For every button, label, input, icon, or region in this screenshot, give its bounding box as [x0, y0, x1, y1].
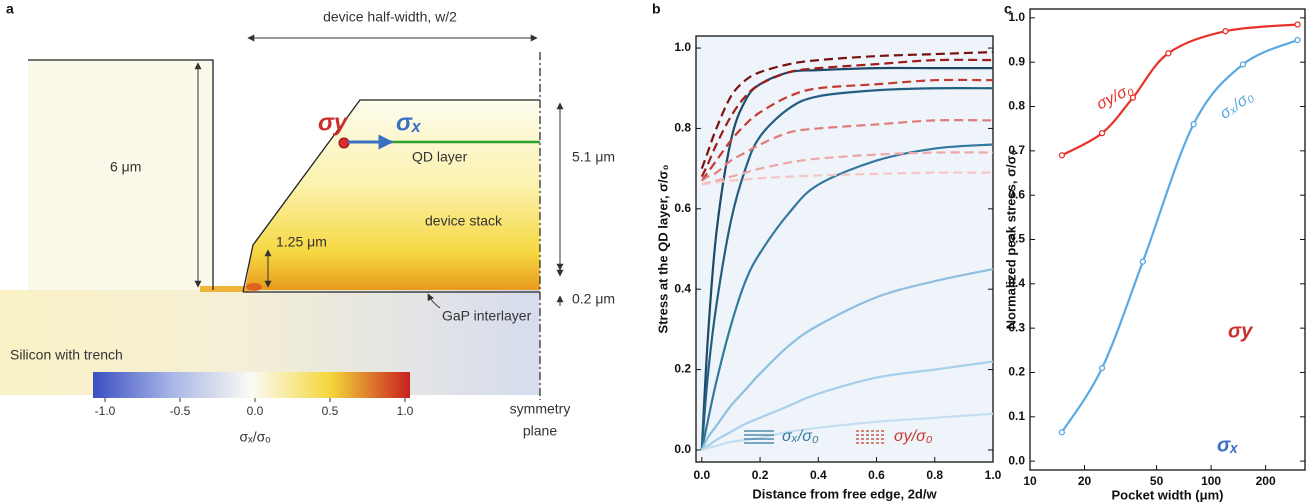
y-tick-label: 0.1 [1008, 409, 1025, 423]
pillar [28, 60, 213, 290]
inset-label: σₓ [1217, 434, 1238, 456]
annotation: plane [523, 423, 557, 439]
y-tick-label: 0.8 [1008, 99, 1025, 113]
annotation: 1.25 μm [276, 234, 327, 250]
y-tick-label: 0.6 [674, 201, 691, 215]
y-axis-label: Stress at the QD layer, σ/σ₀ [655, 164, 670, 333]
series-line [701, 360, 994, 451]
annotation: QD layer [412, 149, 468, 165]
series-line [700, 143, 994, 451]
pillar-outline [28, 59, 214, 290]
y-tick-label: 1.0 [1008, 10, 1025, 24]
colorbar-tick-label: -0.5 [170, 404, 191, 418]
x-tick-label: 20 [1078, 474, 1092, 488]
x-tick-label: 10 [1023, 474, 1037, 488]
marker [1139, 258, 1147, 265]
annotation: Silicon with trench [10, 347, 123, 363]
y-tick-label: 0.4 [674, 281, 691, 295]
x-tick-label: 200 [1256, 474, 1276, 488]
marker [1098, 129, 1106, 137]
marker [1190, 121, 1197, 128]
series-line [701, 171, 994, 186]
colorbar [93, 372, 410, 398]
colorbar-label: σₓ/σₒ [239, 429, 270, 445]
y-tick-label: 0.9 [1008, 54, 1025, 68]
x-tick-label: 0.2 [752, 468, 769, 482]
x-axis-label: Distance from free edge, 2d/w [752, 486, 937, 501]
series-line [700, 86, 994, 451]
y-tick-label: 0.2 [674, 362, 691, 376]
panel-label: c [1004, 1, 1012, 17]
pointer [427, 293, 441, 309]
x-tick-label: 100 [1201, 474, 1221, 488]
marker [1165, 50, 1172, 57]
annotation: device half-width, w/2 [323, 9, 457, 25]
series-line [700, 50, 994, 169]
x-axis-label: Pocket width (μm) [1112, 487, 1224, 502]
marker [1294, 36, 1301, 44]
trench-stress [200, 286, 250, 292]
y-tick-label: 0.3 [1008, 320, 1025, 334]
annotation: 6 μm [110, 159, 141, 175]
x-tick-label: 50 [1150, 474, 1164, 488]
series-line [700, 58, 994, 178]
y-tick-label: 0.2 [1008, 365, 1025, 379]
x-tick-label: 0.8 [926, 468, 943, 482]
colorbar-tick-label: -1.0 [95, 404, 116, 418]
series-line [701, 412, 994, 451]
series-line [700, 78, 994, 182]
series-line [701, 151, 994, 186]
sigma-x-label: σₓ [396, 109, 422, 136]
x-tick-label: 1.0 [985, 468, 1002, 482]
sigma-y-label: σy [318, 109, 349, 136]
hotspot [246, 283, 262, 291]
annotation: device stack [425, 213, 503, 229]
marker [1222, 28, 1229, 35]
panel-label: b [652, 1, 661, 17]
colorbar-tick-label: 1.0 [397, 404, 414, 418]
marker [1294, 21, 1301, 28]
y-tick-label: 0.0 [674, 442, 691, 456]
marker [1129, 94, 1137, 101]
plot-area [695, 35, 994, 463]
marker [1239, 61, 1247, 68]
inset-label: σy [1228, 320, 1253, 342]
annotation: GaP interlayer [442, 308, 532, 324]
y-tick-label: 0.4 [1008, 276, 1025, 290]
x-tick-label: 0.4 [810, 468, 827, 482]
x-tick-label: 0.0 [693, 468, 710, 482]
y-tick-label: 0.7 [1008, 143, 1025, 157]
stress-point [338, 137, 350, 149]
x-tick-label: 0.6 [868, 468, 885, 482]
colorbar-tick-label: 0.5 [322, 404, 339, 418]
y-tick-label: 0.6 [1008, 187, 1025, 201]
y-tick-label: 1.0 [674, 40, 691, 54]
y-axis-label: Normalized peak stress, σ/σ₀ [1003, 150, 1018, 330]
marker [1098, 364, 1106, 372]
panel-a: a device half-width, w/2 6 μm 1.25 μm 5.… [0, 1, 615, 445]
annotation: 5.1 μm [572, 149, 615, 165]
panel-label: a [6, 1, 14, 17]
series-line [700, 268, 994, 451]
y-tick-label: 0.8 [674, 121, 691, 135]
y-tick-label: 0.0 [1008, 453, 1025, 467]
plot-area [1029, 8, 1306, 471]
legend-label: σy/σ₀ [894, 428, 933, 445]
colorbar-tick-label: 0.0 [247, 404, 264, 418]
annotation: symmetry [510, 401, 571, 417]
marker [1058, 152, 1066, 159]
annotation: 0.2 μm [572, 291, 615, 307]
y-tick-label: 0.5 [1008, 232, 1025, 246]
device-stack [245, 100, 540, 290]
marker [1058, 429, 1066, 436]
legend-label: σₓ/σ₀ [782, 428, 819, 445]
device-outline [242, 99, 540, 293]
